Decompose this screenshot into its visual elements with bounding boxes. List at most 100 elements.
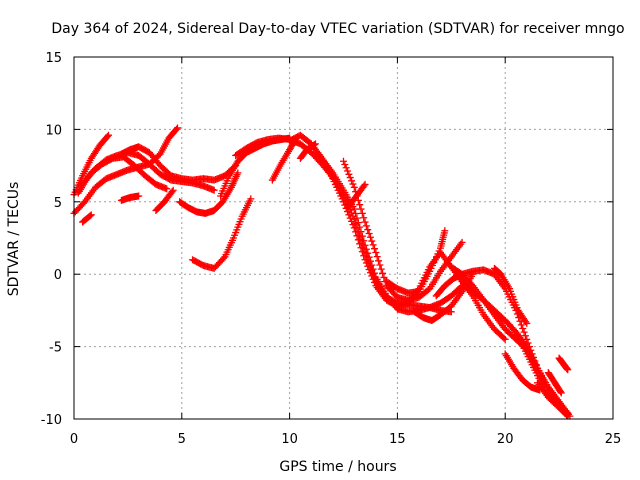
data-point — [103, 132, 111, 140]
data-point — [345, 170, 353, 178]
data-point — [366, 257, 374, 265]
data-point — [523, 319, 531, 327]
data-point — [350, 183, 358, 191]
axis-ticks: 0 5 10 15 20 25 15 10 5 0 -5 -10 — [41, 51, 622, 447]
data-point — [173, 124, 181, 132]
data-point — [360, 182, 368, 190]
data-point — [356, 223, 364, 231]
data-point — [520, 328, 528, 336]
data-point — [353, 232, 361, 240]
data-point — [349, 221, 357, 229]
y-tick-label: 5 — [54, 196, 62, 211]
series-track-28 — [555, 354, 572, 374]
data-point — [364, 262, 372, 270]
data-point — [360, 214, 368, 222]
data-point — [360, 252, 368, 260]
data-point — [356, 240, 364, 248]
data-point — [341, 161, 349, 169]
data-point — [376, 261, 384, 269]
data-point — [369, 275, 377, 283]
x-axis-label: GPS time / hours — [279, 459, 396, 475]
data-point — [517, 321, 525, 329]
y-tick-label: 0 — [54, 268, 62, 283]
x-tick-label: 0 — [70, 432, 78, 447]
data-point — [350, 224, 358, 232]
chart-title: Day 364 of 2024, Sidereal Day-to-day VTE… — [51, 21, 624, 37]
data-point — [364, 226, 372, 234]
data-point — [370, 279, 378, 287]
series-track-7 — [117, 192, 143, 204]
data-point — [346, 174, 354, 182]
data-point — [362, 222, 370, 230]
data-point — [501, 335, 509, 343]
data-point — [353, 214, 361, 222]
data-point — [356, 201, 364, 209]
data-point — [500, 334, 508, 342]
data-point — [344, 167, 352, 175]
data-point — [87, 211, 95, 219]
data-point — [358, 248, 366, 256]
data-point — [458, 238, 466, 246]
series-track-24 — [490, 264, 531, 327]
data-point — [163, 185, 171, 193]
data-points — [70, 124, 574, 420]
data-point — [362, 245, 370, 253]
series-track-29 — [544, 369, 565, 397]
x-tick-label: 5 — [178, 432, 186, 447]
series-track-5 — [79, 211, 95, 226]
data-point — [365, 265, 373, 273]
series-track-4 — [76, 153, 171, 193]
y-tick-label: 10 — [45, 123, 62, 138]
x-tick-label: 10 — [281, 432, 298, 447]
data-point — [361, 180, 369, 188]
data-point — [342, 164, 350, 172]
y-tick-label: 15 — [45, 51, 62, 66]
data-point — [368, 261, 376, 269]
plot-frame — [73, 56, 614, 420]
data-point — [368, 272, 376, 280]
data-point — [354, 236, 362, 244]
data-point — [352, 210, 360, 218]
data-point — [521, 332, 529, 340]
series-track-17 — [340, 157, 466, 304]
data-point — [357, 244, 365, 252]
data-point — [373, 253, 381, 261]
data-point — [220, 254, 228, 262]
data-point — [522, 318, 530, 326]
data-point — [368, 237, 376, 245]
data-point — [563, 411, 571, 419]
data-point — [346, 214, 354, 222]
data-point — [366, 269, 374, 277]
data-point — [564, 366, 572, 374]
data-point — [556, 388, 564, 396]
y-tick-label: -5 — [49, 341, 62, 356]
data-point — [564, 412, 572, 420]
data-point — [348, 177, 356, 185]
y-axis-label: SDTVAR / TECUs — [6, 182, 22, 297]
data-point — [379, 269, 387, 277]
data-point — [557, 389, 565, 397]
data-point — [340, 157, 347, 165]
series-track-8 — [152, 186, 177, 214]
data-point — [372, 248, 380, 256]
data-point — [377, 265, 385, 273]
data-point — [168, 188, 176, 196]
series-track-27 — [534, 379, 572, 420]
data-point — [366, 233, 374, 241]
data-point — [361, 256, 369, 264]
series-track-25 — [501, 317, 574, 420]
series-track-18 — [344, 180, 369, 212]
data-point — [349, 180, 357, 188]
data-point — [352, 228, 360, 236]
data-point — [380, 273, 388, 281]
data-point — [375, 257, 383, 265]
series-track-20 — [411, 270, 477, 325]
data-point — [360, 237, 368, 245]
series-track-19 — [383, 227, 449, 297]
data-point — [234, 169, 242, 177]
data-point — [362, 259, 370, 267]
series-track-10 — [189, 195, 255, 272]
data-point — [340, 198, 347, 206]
data-point — [519, 325, 527, 332]
